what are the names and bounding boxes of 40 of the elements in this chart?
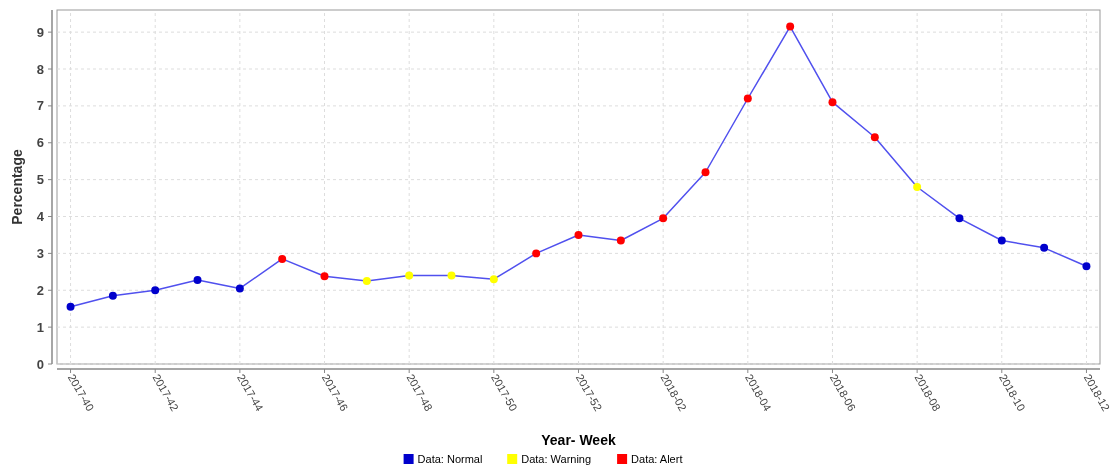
point (108, 291, 117, 300)
y-tick-label: 6 (36, 135, 44, 151)
y-tick-label: 9 (36, 24, 44, 40)
y-tick-label: 4 (36, 209, 45, 225)
point (659, 214, 668, 223)
point (447, 271, 456, 280)
point (362, 277, 371, 286)
y-tick-label: 2 (36, 282, 44, 298)
legend-label: Data: Alert (631, 453, 683, 465)
point (574, 230, 583, 239)
legend-label: Data: Normal (417, 453, 483, 465)
legend-label: Data: Warning (521, 453, 592, 465)
y-tick-label: 7 (36, 98, 44, 114)
point (870, 133, 879, 142)
point (320, 272, 329, 281)
y-axis-title: Percentage (9, 149, 25, 225)
point (743, 94, 752, 103)
point (786, 22, 795, 31)
point (193, 275, 202, 284)
y-tick-label: 3 (36, 245, 44, 261)
point (278, 254, 287, 263)
point (405, 271, 414, 280)
point (997, 236, 1006, 245)
point (1040, 243, 1049, 252)
point (955, 214, 964, 223)
point (616, 236, 625, 245)
x-axis-title: Year- Week (541, 432, 616, 448)
point (66, 302, 75, 311)
point (489, 275, 498, 284)
y-tick-label: 8 (36, 61, 44, 77)
y-tick-label: 1 (36, 319, 44, 335)
point (913, 183, 922, 191)
point (1082, 262, 1091, 271)
point (235, 284, 244, 293)
y-tick-label: 0 (36, 356, 44, 372)
point (828, 98, 837, 107)
point (151, 286, 160, 295)
point (532, 249, 541, 258)
y-tick-label: 5 (36, 172, 44, 188)
point (701, 168, 710, 177)
